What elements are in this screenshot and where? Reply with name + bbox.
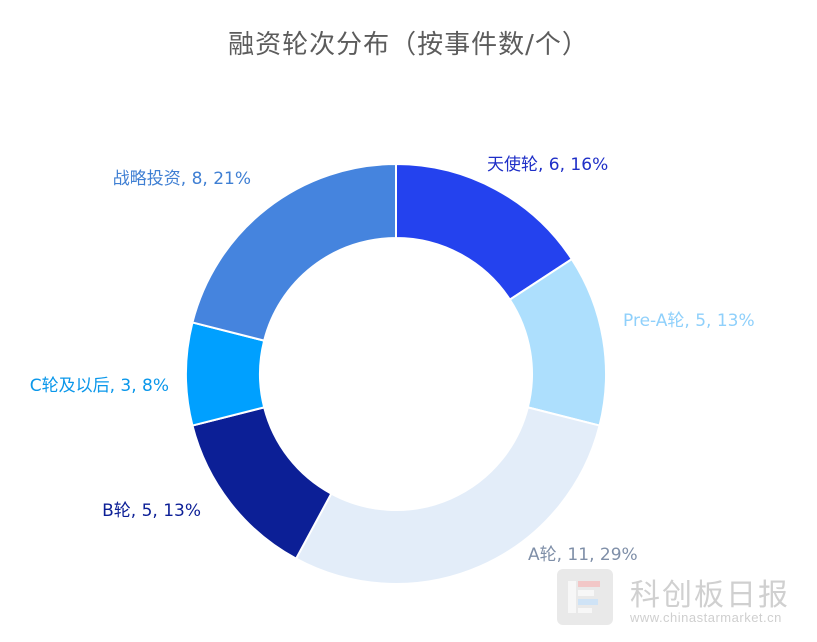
chart-title: 融资轮次分布（按事件数/个） xyxy=(228,30,589,60)
donut-slice-2 xyxy=(294,406,601,585)
slice-label-2: A轮, 11, 29% xyxy=(528,545,638,565)
slice-label-0: 天使轮, 6, 16% xyxy=(487,154,608,175)
slice-label-5: 战略投资, 8, 21% xyxy=(113,169,251,189)
watermark-url: www.chinastarmarket.cn xyxy=(630,610,782,625)
brand-logo-icon xyxy=(557,569,613,625)
donut-slice-5 xyxy=(191,162,397,342)
watermark: 科创板日报 www.chinastarmarket.cn xyxy=(556,566,806,636)
slice-label-4: C轮及以后, 3, 8% xyxy=(30,376,169,396)
slice-label-3: B轮, 5, 13% xyxy=(102,501,201,521)
watermark-brand: 科创板日报 xyxy=(630,578,790,613)
slice-label-1: Pre-A轮, 5, 13% xyxy=(623,311,755,331)
